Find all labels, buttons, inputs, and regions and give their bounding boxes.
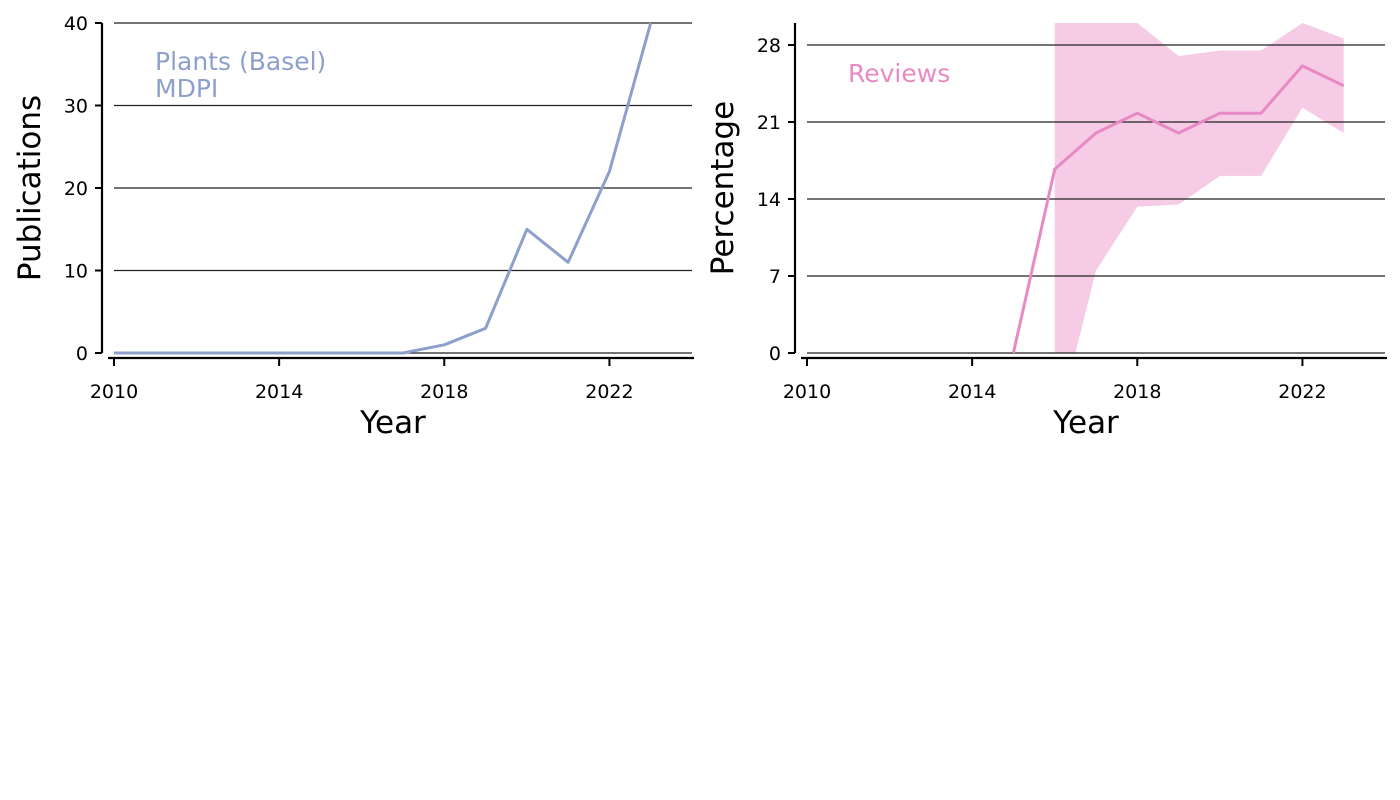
y-tick-label-28: 28 [757,35,781,57]
series-line-0 [114,22,653,355]
chart-annotation-0: Reviews [848,59,950,88]
chart-annotation-1: MDPI [155,74,218,103]
y-axis-label: Percentage [705,101,741,275]
y-tick-label-7: 7 [769,266,781,288]
y-tick-label-21: 21 [757,112,781,134]
confidence-band [1054,23,1344,353]
x-tick-label-2022: 2022 [585,381,633,403]
publications-chart: 0 10 20 30 40 2010 2014 2018 2022 Year Publication… [12,13,694,441]
series-line-0 [1011,64,1345,354]
x-tick-label-2014: 2014 [255,381,303,403]
y-tick-label-10: 10 [64,261,88,283]
x-tick-label-2014: 2014 [948,381,996,403]
y-tick-label-40: 40 [64,13,88,35]
x-tick-label-2010: 2010 [783,381,831,403]
x-axis-label: Year [359,405,426,441]
y-tick-label-0: 0 [769,343,781,365]
x-tick-label-2010: 2010 [90,381,138,403]
reviews-percentage-chart: 0 7 14 21 28 2010 2014 2018 2022 Year Percentage Re… [705,23,1387,441]
y-axis-label: Publications [12,95,48,281]
y-tick-label-30: 30 [64,96,88,118]
y-tick-label-14: 14 [757,189,781,211]
y-tick-label-0: 0 [76,343,88,365]
x-tick-label-2018: 2018 [420,381,468,403]
chart-annotation-0: Plants (Basel) [155,47,326,76]
x-axis-label: Year [1052,405,1119,441]
x-tick-label-2018: 2018 [1113,381,1161,403]
y-tick-label-20: 20 [64,178,88,200]
x-tick-label-2022: 2022 [1278,381,1326,403]
